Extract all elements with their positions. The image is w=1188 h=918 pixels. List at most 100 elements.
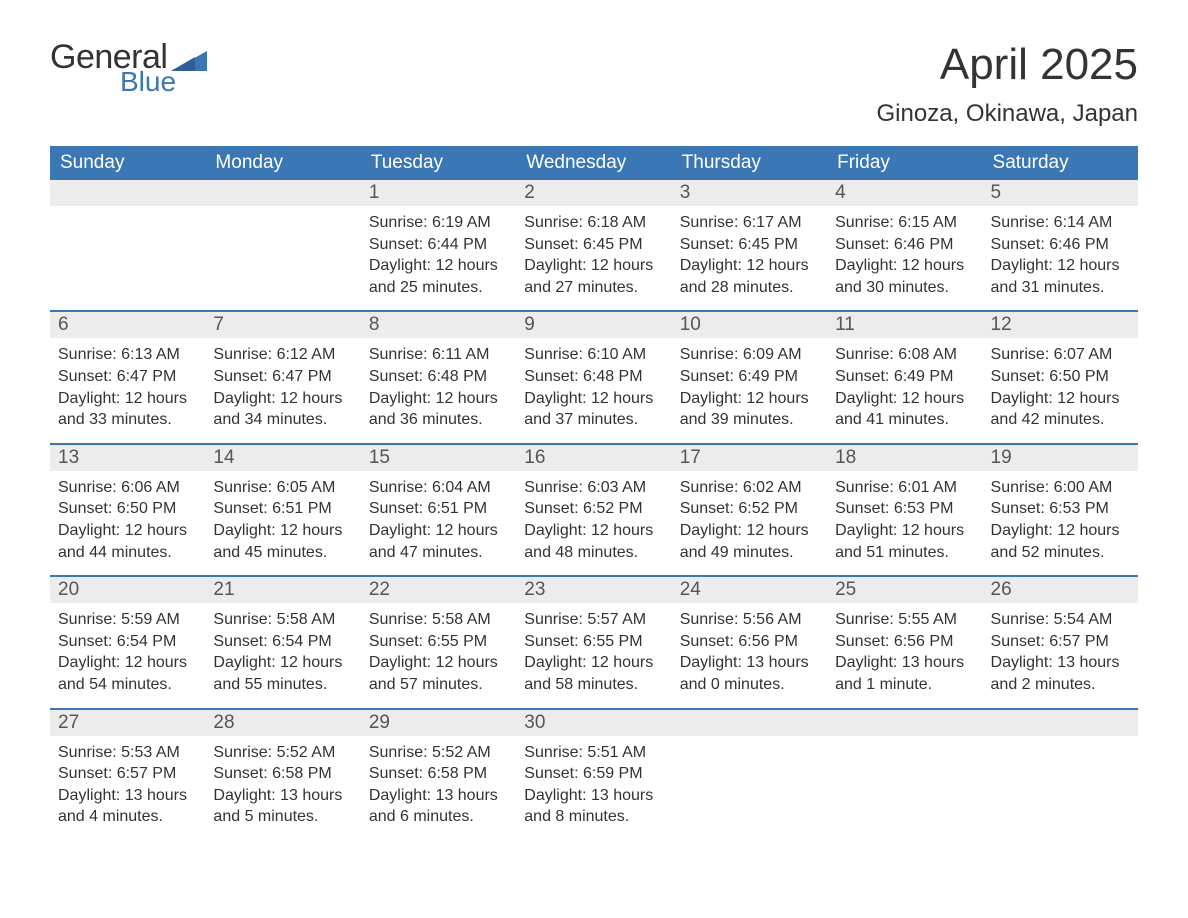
day-cell: 20Sunrise: 5:59 AMSunset: 6:54 PMDayligh… [50, 577, 205, 707]
date-number: 23 [516, 577, 671, 603]
sunset-text: Sunset: 6:58 PM [369, 763, 508, 785]
day-body: Sunrise: 5:53 AMSunset: 6:57 PMDaylight:… [50, 736, 205, 828]
daylight-text: Daylight: 12 hours and 34 minutes. [213, 388, 352, 431]
day-cell: 7Sunrise: 6:12 AMSunset: 6:47 PMDaylight… [205, 312, 360, 442]
title-block: April 2025 Ginoza, Okinawa, Japan [877, 40, 1138, 128]
date-number [983, 710, 1138, 736]
sunset-text: Sunset: 6:53 PM [835, 498, 974, 520]
sunrise-text: Sunrise: 5:52 AM [213, 742, 352, 764]
sunset-text: Sunset: 6:51 PM [369, 498, 508, 520]
sunset-text: Sunset: 6:46 PM [835, 234, 974, 256]
day-cell: 23Sunrise: 5:57 AMSunset: 6:55 PMDayligh… [516, 577, 671, 707]
sunrise-text: Sunrise: 6:01 AM [835, 477, 974, 499]
day-body: Sunrise: 6:11 AMSunset: 6:48 PMDaylight:… [361, 338, 516, 430]
daylight-text: Daylight: 12 hours and 39 minutes. [680, 388, 819, 431]
date-number: 28 [205, 710, 360, 736]
sunrise-text: Sunrise: 6:18 AM [524, 212, 663, 234]
sunrise-text: Sunrise: 6:17 AM [680, 212, 819, 234]
day-body: Sunrise: 5:55 AMSunset: 6:56 PMDaylight:… [827, 603, 982, 695]
sunrise-text: Sunrise: 5:59 AM [58, 609, 197, 631]
day-cell: 28Sunrise: 5:52 AMSunset: 6:58 PMDayligh… [205, 710, 360, 840]
day-cell [983, 710, 1138, 840]
daylight-text: Daylight: 12 hours and 45 minutes. [213, 520, 352, 563]
date-number [205, 180, 360, 206]
day-body: Sunrise: 5:54 AMSunset: 6:57 PMDaylight:… [983, 603, 1138, 695]
date-number: 2 [516, 180, 671, 206]
daylight-text: Daylight: 12 hours and 33 minutes. [58, 388, 197, 431]
day-cell: 29Sunrise: 5:52 AMSunset: 6:58 PMDayligh… [361, 710, 516, 840]
day-cell: 19Sunrise: 6:00 AMSunset: 6:53 PMDayligh… [983, 445, 1138, 575]
sunset-text: Sunset: 6:51 PM [213, 498, 352, 520]
date-number: 17 [672, 445, 827, 471]
week-row: 20Sunrise: 5:59 AMSunset: 6:54 PMDayligh… [50, 575, 1138, 707]
day-body: Sunrise: 6:06 AMSunset: 6:50 PMDaylight:… [50, 471, 205, 563]
brand-logo: General Blue [50, 40, 207, 96]
sunrise-text: Sunrise: 6:05 AM [213, 477, 352, 499]
sunset-text: Sunset: 6:53 PM [991, 498, 1130, 520]
daylight-text: Daylight: 12 hours and 47 minutes. [369, 520, 508, 563]
daylight-text: Daylight: 12 hours and 41 minutes. [835, 388, 974, 431]
week-row: 13Sunrise: 6:06 AMSunset: 6:50 PMDayligh… [50, 443, 1138, 575]
day-header: Tuesday [361, 146, 516, 180]
sunset-text: Sunset: 6:59 PM [524, 763, 663, 785]
day-body: Sunrise: 6:17 AMSunset: 6:45 PMDaylight:… [672, 206, 827, 298]
day-cell: 24Sunrise: 5:56 AMSunset: 6:56 PMDayligh… [672, 577, 827, 707]
sunset-text: Sunset: 6:47 PM [213, 366, 352, 388]
day-body: Sunrise: 6:05 AMSunset: 6:51 PMDaylight:… [205, 471, 360, 563]
daylight-text: Daylight: 13 hours and 4 minutes. [58, 785, 197, 828]
day-cell: 8Sunrise: 6:11 AMSunset: 6:48 PMDaylight… [361, 312, 516, 442]
date-number: 15 [361, 445, 516, 471]
day-cell: 26Sunrise: 5:54 AMSunset: 6:57 PMDayligh… [983, 577, 1138, 707]
day-cell: 2Sunrise: 6:18 AMSunset: 6:45 PMDaylight… [516, 180, 671, 310]
day-cell: 27Sunrise: 5:53 AMSunset: 6:57 PMDayligh… [50, 710, 205, 840]
day-cell: 17Sunrise: 6:02 AMSunset: 6:52 PMDayligh… [672, 445, 827, 575]
day-cell: 9Sunrise: 6:10 AMSunset: 6:48 PMDaylight… [516, 312, 671, 442]
date-number: 29 [361, 710, 516, 736]
sunrise-text: Sunrise: 5:52 AM [369, 742, 508, 764]
day-body: Sunrise: 6:04 AMSunset: 6:51 PMDaylight:… [361, 471, 516, 563]
daylight-text: Daylight: 13 hours and 6 minutes. [369, 785, 508, 828]
date-number [672, 710, 827, 736]
sunset-text: Sunset: 6:45 PM [680, 234, 819, 256]
sunset-text: Sunset: 6:57 PM [991, 631, 1130, 653]
date-number: 12 [983, 312, 1138, 338]
day-cell: 25Sunrise: 5:55 AMSunset: 6:56 PMDayligh… [827, 577, 982, 707]
sunset-text: Sunset: 6:55 PM [524, 631, 663, 653]
sunrise-text: Sunrise: 6:10 AM [524, 344, 663, 366]
day-cell [50, 180, 205, 310]
date-number: 7 [205, 312, 360, 338]
sunset-text: Sunset: 6:50 PM [58, 498, 197, 520]
daylight-text: Daylight: 12 hours and 42 minutes. [991, 388, 1130, 431]
date-number: 8 [361, 312, 516, 338]
daylight-text: Daylight: 12 hours and 30 minutes. [835, 255, 974, 298]
daylight-text: Daylight: 13 hours and 8 minutes. [524, 785, 663, 828]
date-number [50, 180, 205, 206]
daylight-text: Daylight: 12 hours and 57 minutes. [369, 652, 508, 695]
day-cell: 30Sunrise: 5:51 AMSunset: 6:59 PMDayligh… [516, 710, 671, 840]
daylight-text: Daylight: 12 hours and 58 minutes. [524, 652, 663, 695]
day-body: Sunrise: 5:58 AMSunset: 6:54 PMDaylight:… [205, 603, 360, 695]
day-header: Monday [205, 146, 360, 180]
day-cell [827, 710, 982, 840]
sunset-text: Sunset: 6:52 PM [680, 498, 819, 520]
date-number: 24 [672, 577, 827, 603]
day-cell: 3Sunrise: 6:17 AMSunset: 6:45 PMDaylight… [672, 180, 827, 310]
day-body: Sunrise: 5:52 AMSunset: 6:58 PMDaylight:… [361, 736, 516, 828]
day-cell: 22Sunrise: 5:58 AMSunset: 6:55 PMDayligh… [361, 577, 516, 707]
daylight-text: Daylight: 12 hours and 52 minutes. [991, 520, 1130, 563]
day-cell: 1Sunrise: 6:19 AMSunset: 6:44 PMDaylight… [361, 180, 516, 310]
sunset-text: Sunset: 6:45 PM [524, 234, 663, 256]
day-cell: 18Sunrise: 6:01 AMSunset: 6:53 PMDayligh… [827, 445, 982, 575]
sunset-text: Sunset: 6:56 PM [835, 631, 974, 653]
day-cell: 14Sunrise: 6:05 AMSunset: 6:51 PMDayligh… [205, 445, 360, 575]
date-number: 26 [983, 577, 1138, 603]
daylight-text: Daylight: 12 hours and 37 minutes. [524, 388, 663, 431]
brand-blue: Blue [120, 68, 207, 96]
date-number [827, 710, 982, 736]
daylight-text: Daylight: 12 hours and 49 minutes. [680, 520, 819, 563]
day-cell: 11Sunrise: 6:08 AMSunset: 6:49 PMDayligh… [827, 312, 982, 442]
daylight-text: Daylight: 12 hours and 28 minutes. [680, 255, 819, 298]
day-cell: 13Sunrise: 6:06 AMSunset: 6:50 PMDayligh… [50, 445, 205, 575]
sunset-text: Sunset: 6:54 PM [213, 631, 352, 653]
day-body: Sunrise: 6:00 AMSunset: 6:53 PMDaylight:… [983, 471, 1138, 563]
